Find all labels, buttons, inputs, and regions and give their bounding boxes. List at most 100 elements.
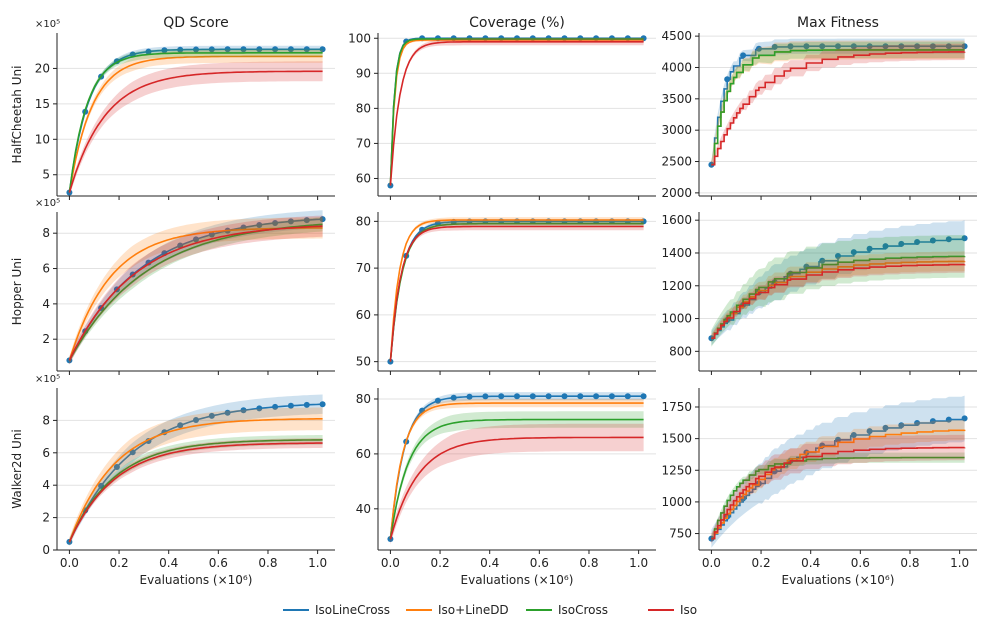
data-point <box>961 235 968 242</box>
x-tick-label: 1.0 <box>950 556 969 570</box>
line-iso <box>68 442 323 543</box>
data-point <box>256 222 263 228</box>
legend-label: IsoCross <box>558 603 608 617</box>
data-point <box>961 43 968 50</box>
markers-isolinecross <box>387 35 647 189</box>
column-title: QD Score <box>163 15 228 31</box>
band-isocross <box>711 452 965 541</box>
y-tick-label: 15 <box>35 97 50 111</box>
band-iso <box>69 215 323 365</box>
y-tick-label: 50 <box>356 355 371 369</box>
band-iso-linedd <box>69 217 323 365</box>
band-isocross <box>390 37 644 186</box>
band-iso <box>711 256 965 342</box>
line-isocross <box>711 255 966 339</box>
data-point <box>755 45 762 52</box>
data-point <box>914 43 921 50</box>
band-isocross <box>69 435 323 544</box>
data-point <box>272 46 279 53</box>
band-iso <box>390 423 644 545</box>
line-isocross <box>389 418 644 540</box>
y-tick-label: 2 <box>42 511 50 525</box>
band-isolinecross <box>390 219 644 363</box>
data-point <box>303 46 310 53</box>
band-iso <box>69 61 323 197</box>
subplot-r1-c1: 50 60 70 80 <box>356 212 656 375</box>
data-point <box>803 43 810 50</box>
data-point <box>208 231 215 238</box>
y-tick-label: 100 <box>348 31 371 45</box>
y-tick-label: 90 <box>356 66 371 80</box>
data-point <box>866 43 873 50</box>
data-point <box>224 409 231 416</box>
line-iso <box>389 225 644 362</box>
data-point <box>577 393 584 400</box>
row-label: Hopper Uni <box>10 258 24 325</box>
data-point <box>256 405 263 412</box>
y-tick-label: 5 <box>42 168 50 182</box>
y-tick-label: 750 <box>669 527 692 541</box>
line-isocross <box>711 49 965 166</box>
data-point <box>434 397 441 404</box>
data-point <box>287 402 294 409</box>
x-tick-label: 0.2 <box>752 556 771 570</box>
line-iso <box>711 51 966 166</box>
data-point <box>224 46 231 53</box>
data-point <box>866 428 873 435</box>
line-iso-linedd <box>389 402 644 540</box>
data-point <box>145 48 152 55</box>
band-isolinecross <box>390 37 644 186</box>
x-axis-label: Evaluations (×10⁶) <box>782 573 895 587</box>
row-label: HalfCheetah Uni <box>10 66 24 164</box>
y-tick-label: 3000 <box>661 123 692 137</box>
data-point <box>819 257 826 264</box>
band-iso-linedd <box>711 40 965 169</box>
data-point <box>835 253 841 259</box>
y-tick-label: 40 <box>356 502 371 516</box>
data-point <box>771 43 778 50</box>
line-iso-linedd <box>711 429 966 540</box>
legend-item-isolinecross: IsoLineCross <box>283 603 390 617</box>
data-point <box>529 393 536 400</box>
data-point <box>882 243 889 250</box>
data-point <box>929 43 936 50</box>
band-isocross <box>390 221 644 363</box>
line-iso <box>68 70 323 193</box>
data-point <box>593 393 600 400</box>
x-axis-label: Evaluations (×10⁶) <box>461 573 574 587</box>
y-tick-label: 800 <box>669 344 692 358</box>
data-point <box>319 216 326 223</box>
data-point <box>898 422 905 429</box>
data-point <box>498 393 505 400</box>
line-isolinecross <box>389 220 644 362</box>
data-point <box>914 239 921 245</box>
y-tick-label: 2000 <box>661 186 692 200</box>
x-tick-label: 0.2 <box>110 556 129 570</box>
data-point <box>287 46 294 53</box>
line-isocross <box>711 456 965 540</box>
legend-item-iso: Iso <box>648 603 697 617</box>
line-isocross <box>389 222 644 362</box>
data-point <box>177 242 184 249</box>
y-tick-label: 8 <box>42 226 50 240</box>
data-point <box>240 407 247 414</box>
y-tick-label: 1000 <box>661 495 692 509</box>
data-point <box>866 245 873 252</box>
data-point <box>193 417 199 423</box>
data-point <box>787 43 794 50</box>
y-tick-label: 4000 <box>661 60 692 74</box>
data-point <box>961 415 968 422</box>
data-point <box>450 394 457 401</box>
subplot-r0-c0: 5 10 15 20 ×10⁵ HalfCheetah Uni <box>10 19 335 200</box>
line-isocross <box>68 52 323 193</box>
data-point <box>740 52 747 59</box>
y-exponent-label: ×10⁵ <box>35 19 60 30</box>
legend: IsoLineCross Iso+LineDD IsoCross Iso <box>283 603 697 617</box>
y-tick-label: 0 <box>42 543 50 557</box>
x-tick-label: 0.0 <box>702 556 721 570</box>
line-iso <box>711 263 966 339</box>
y-tick-label: 20 <box>35 61 50 75</box>
line-isocross <box>68 439 323 543</box>
subplot-r2-c2: 750 1000 1250 1500 1750 0.0 0.2 0.4 0.6 0.8 1.0 Eva… <box>661 388 977 587</box>
data-point <box>466 393 473 400</box>
